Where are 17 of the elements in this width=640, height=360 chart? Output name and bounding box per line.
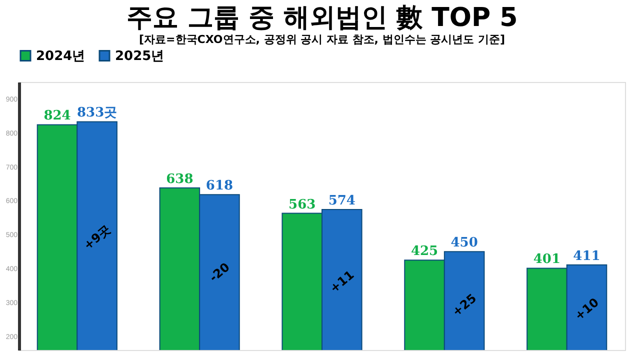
data-label: 425 <box>410 244 438 260</box>
data-label: 450 <box>450 236 478 251</box>
annotation: -20 <box>206 260 232 285</box>
data-label: 411 <box>573 248 600 264</box>
annotation: +10 <box>572 295 602 324</box>
chart-title: 주요 그룹 중 해외법인 數 TOP 5 <box>126 3 518 33</box>
data-label: 401 <box>533 252 561 268</box>
data-label: 833곳 <box>76 106 118 121</box>
data-label: 618 <box>206 178 234 194</box>
data-label: 574 <box>328 194 356 209</box>
annotation: +11 <box>327 268 357 296</box>
data-label: 824 <box>44 108 71 124</box>
legend-label: 2024년 <box>36 48 86 64</box>
chart-subtitle: [자료=한국CXO연구소, 공정위 공시 자료 참조, 법인수는 공시년도 기준] <box>139 33 505 46</box>
legend-label: 2025년 <box>115 48 164 64</box>
data-label: 638 <box>166 172 194 187</box>
data-label: 563 <box>288 197 316 212</box>
